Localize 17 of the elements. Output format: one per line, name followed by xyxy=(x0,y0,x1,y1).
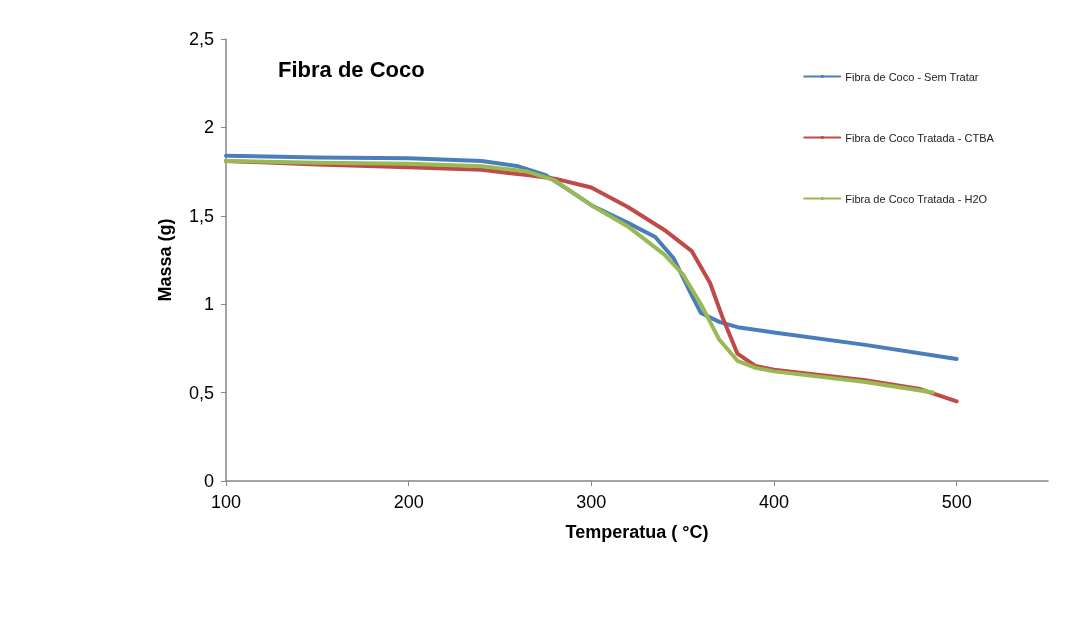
x-tick-label: 100 xyxy=(210,492,242,512)
x-tick-label: 300 xyxy=(576,492,607,512)
y-tick-label: 2,5 xyxy=(188,29,214,49)
legend-label: Fibra de Coco Tratada - H2O xyxy=(845,192,988,205)
y-tick-label: 0,5 xyxy=(188,382,214,403)
y-tick-label: 1,5 xyxy=(188,205,214,226)
legend-label: Fibra de Coco - Sem Tratar xyxy=(845,70,979,83)
x-axis-title: Temperatua ( °C) xyxy=(565,522,709,542)
y-tick-label: 1 xyxy=(203,294,214,315)
x-tick-label: 400 xyxy=(758,492,790,512)
text: Fibra de Coco xyxy=(278,56,425,82)
x-tick-label: 500 xyxy=(941,492,972,512)
y-axis-title: Massa (g) xyxy=(155,218,175,302)
legend-label: Fibra de Coco Tratada - CTBA xyxy=(845,131,995,144)
y-tick-label: 0 xyxy=(203,471,214,491)
x-tick-label: 200 xyxy=(393,492,424,512)
y-tick-label: 2 xyxy=(203,117,214,138)
